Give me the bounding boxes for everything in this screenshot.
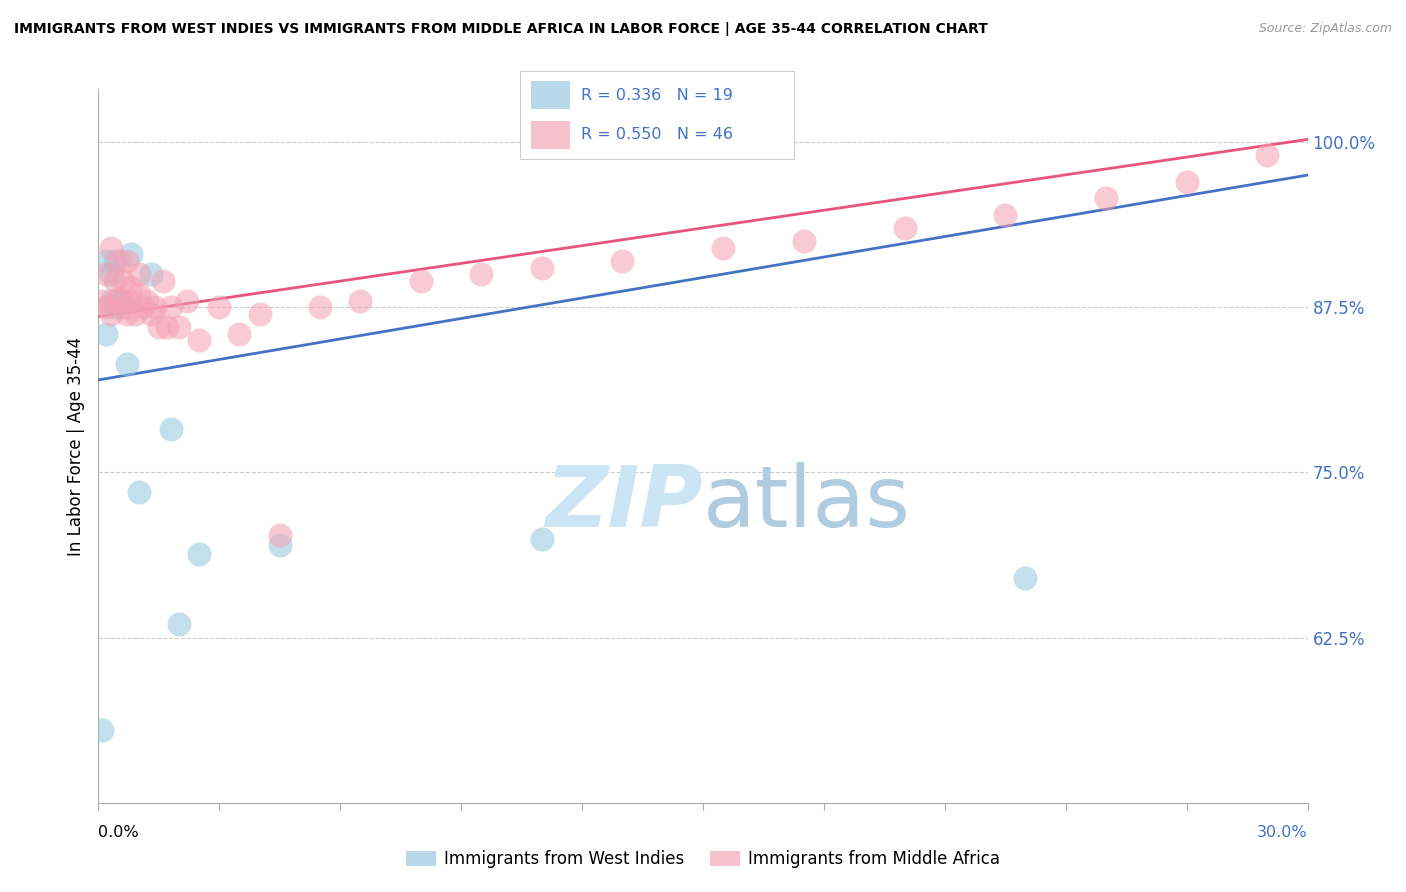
Text: atlas: atlas bbox=[703, 461, 911, 545]
Point bbox=[612, 254, 634, 268]
Point bbox=[103, 274, 125, 288]
Point bbox=[530, 532, 553, 546]
Point bbox=[120, 247, 142, 261]
Point bbox=[100, 241, 122, 255]
Point bbox=[1014, 571, 1036, 585]
Point bbox=[100, 307, 122, 321]
Text: ZIP: ZIP bbox=[546, 461, 703, 545]
Point bbox=[269, 527, 291, 541]
Text: 0.0%: 0.0% bbox=[98, 825, 139, 840]
Point bbox=[160, 422, 183, 436]
Point bbox=[115, 357, 138, 371]
Point bbox=[1095, 190, 1118, 204]
Point bbox=[96, 300, 118, 314]
Point bbox=[188, 547, 211, 561]
Text: Source: ZipAtlas.com: Source: ZipAtlas.com bbox=[1258, 22, 1392, 36]
Point bbox=[128, 267, 150, 281]
Point bbox=[100, 267, 122, 281]
Point bbox=[96, 254, 118, 268]
Point bbox=[152, 274, 174, 288]
Point bbox=[115, 254, 138, 268]
Point bbox=[107, 296, 129, 310]
Point bbox=[96, 326, 118, 341]
Text: 30.0%: 30.0% bbox=[1257, 825, 1308, 840]
Point bbox=[167, 617, 190, 632]
Point bbox=[188, 333, 211, 347]
Point bbox=[91, 293, 114, 308]
Point bbox=[139, 267, 162, 281]
Point bbox=[994, 208, 1017, 222]
Point bbox=[309, 300, 332, 314]
Point bbox=[111, 293, 134, 308]
Legend: Immigrants from West Indies, Immigrants from Middle Africa: Immigrants from West Indies, Immigrants … bbox=[399, 844, 1007, 875]
Point bbox=[103, 254, 125, 268]
Point bbox=[409, 274, 432, 288]
Point bbox=[249, 307, 271, 321]
Point bbox=[228, 326, 250, 341]
Y-axis label: In Labor Force | Age 35-44: In Labor Force | Age 35-44 bbox=[66, 336, 84, 556]
Point bbox=[120, 280, 142, 294]
Point bbox=[120, 293, 142, 308]
Point bbox=[96, 267, 118, 281]
Point bbox=[160, 300, 183, 314]
Point bbox=[100, 293, 122, 308]
Text: R = 0.550   N = 46: R = 0.550 N = 46 bbox=[581, 128, 733, 142]
Point bbox=[91, 723, 114, 738]
Point bbox=[132, 300, 155, 314]
Point bbox=[103, 293, 125, 308]
Point bbox=[167, 320, 190, 334]
Point bbox=[1175, 175, 1198, 189]
Text: R = 0.336   N = 19: R = 0.336 N = 19 bbox=[581, 88, 733, 103]
Point bbox=[111, 300, 134, 314]
Point bbox=[128, 485, 150, 500]
FancyBboxPatch shape bbox=[531, 81, 569, 109]
FancyBboxPatch shape bbox=[531, 121, 569, 149]
Point bbox=[530, 260, 553, 275]
Point bbox=[111, 274, 134, 288]
Point bbox=[156, 320, 179, 334]
Point bbox=[208, 300, 231, 314]
Point bbox=[107, 254, 129, 268]
Point bbox=[135, 293, 157, 308]
Point bbox=[711, 241, 734, 255]
Point bbox=[176, 293, 198, 308]
Point bbox=[107, 291, 129, 305]
Point bbox=[793, 234, 815, 248]
Point bbox=[143, 300, 166, 314]
Point bbox=[139, 307, 162, 321]
Point bbox=[893, 221, 915, 235]
Point bbox=[470, 267, 492, 281]
Text: IMMIGRANTS FROM WEST INDIES VS IMMIGRANTS FROM MIDDLE AFRICA IN LABOR FORCE | AG: IMMIGRANTS FROM WEST INDIES VS IMMIGRANT… bbox=[14, 22, 988, 37]
Point bbox=[349, 293, 371, 308]
Point bbox=[128, 287, 150, 301]
Point bbox=[115, 307, 138, 321]
Point bbox=[269, 538, 291, 552]
Point bbox=[124, 307, 146, 321]
Point bbox=[103, 300, 125, 314]
Point bbox=[1256, 148, 1278, 162]
Point bbox=[148, 320, 170, 334]
